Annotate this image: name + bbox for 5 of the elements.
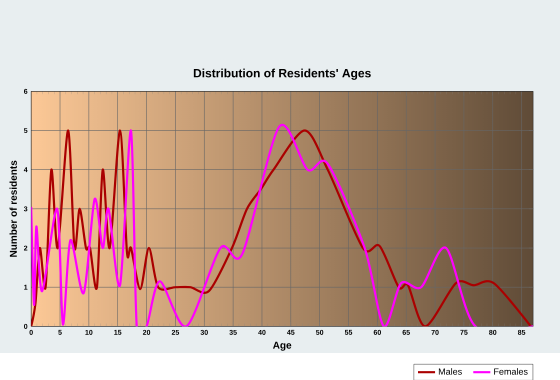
chart-title: Distribution of Residents' Ages (194, 68, 371, 80)
legend-label: Females (494, 368, 528, 375)
legend-label: Males (438, 368, 462, 375)
y-axis-title: Number of residents (10, 160, 17, 257)
x-axis-title: Age (272, 342, 292, 351)
